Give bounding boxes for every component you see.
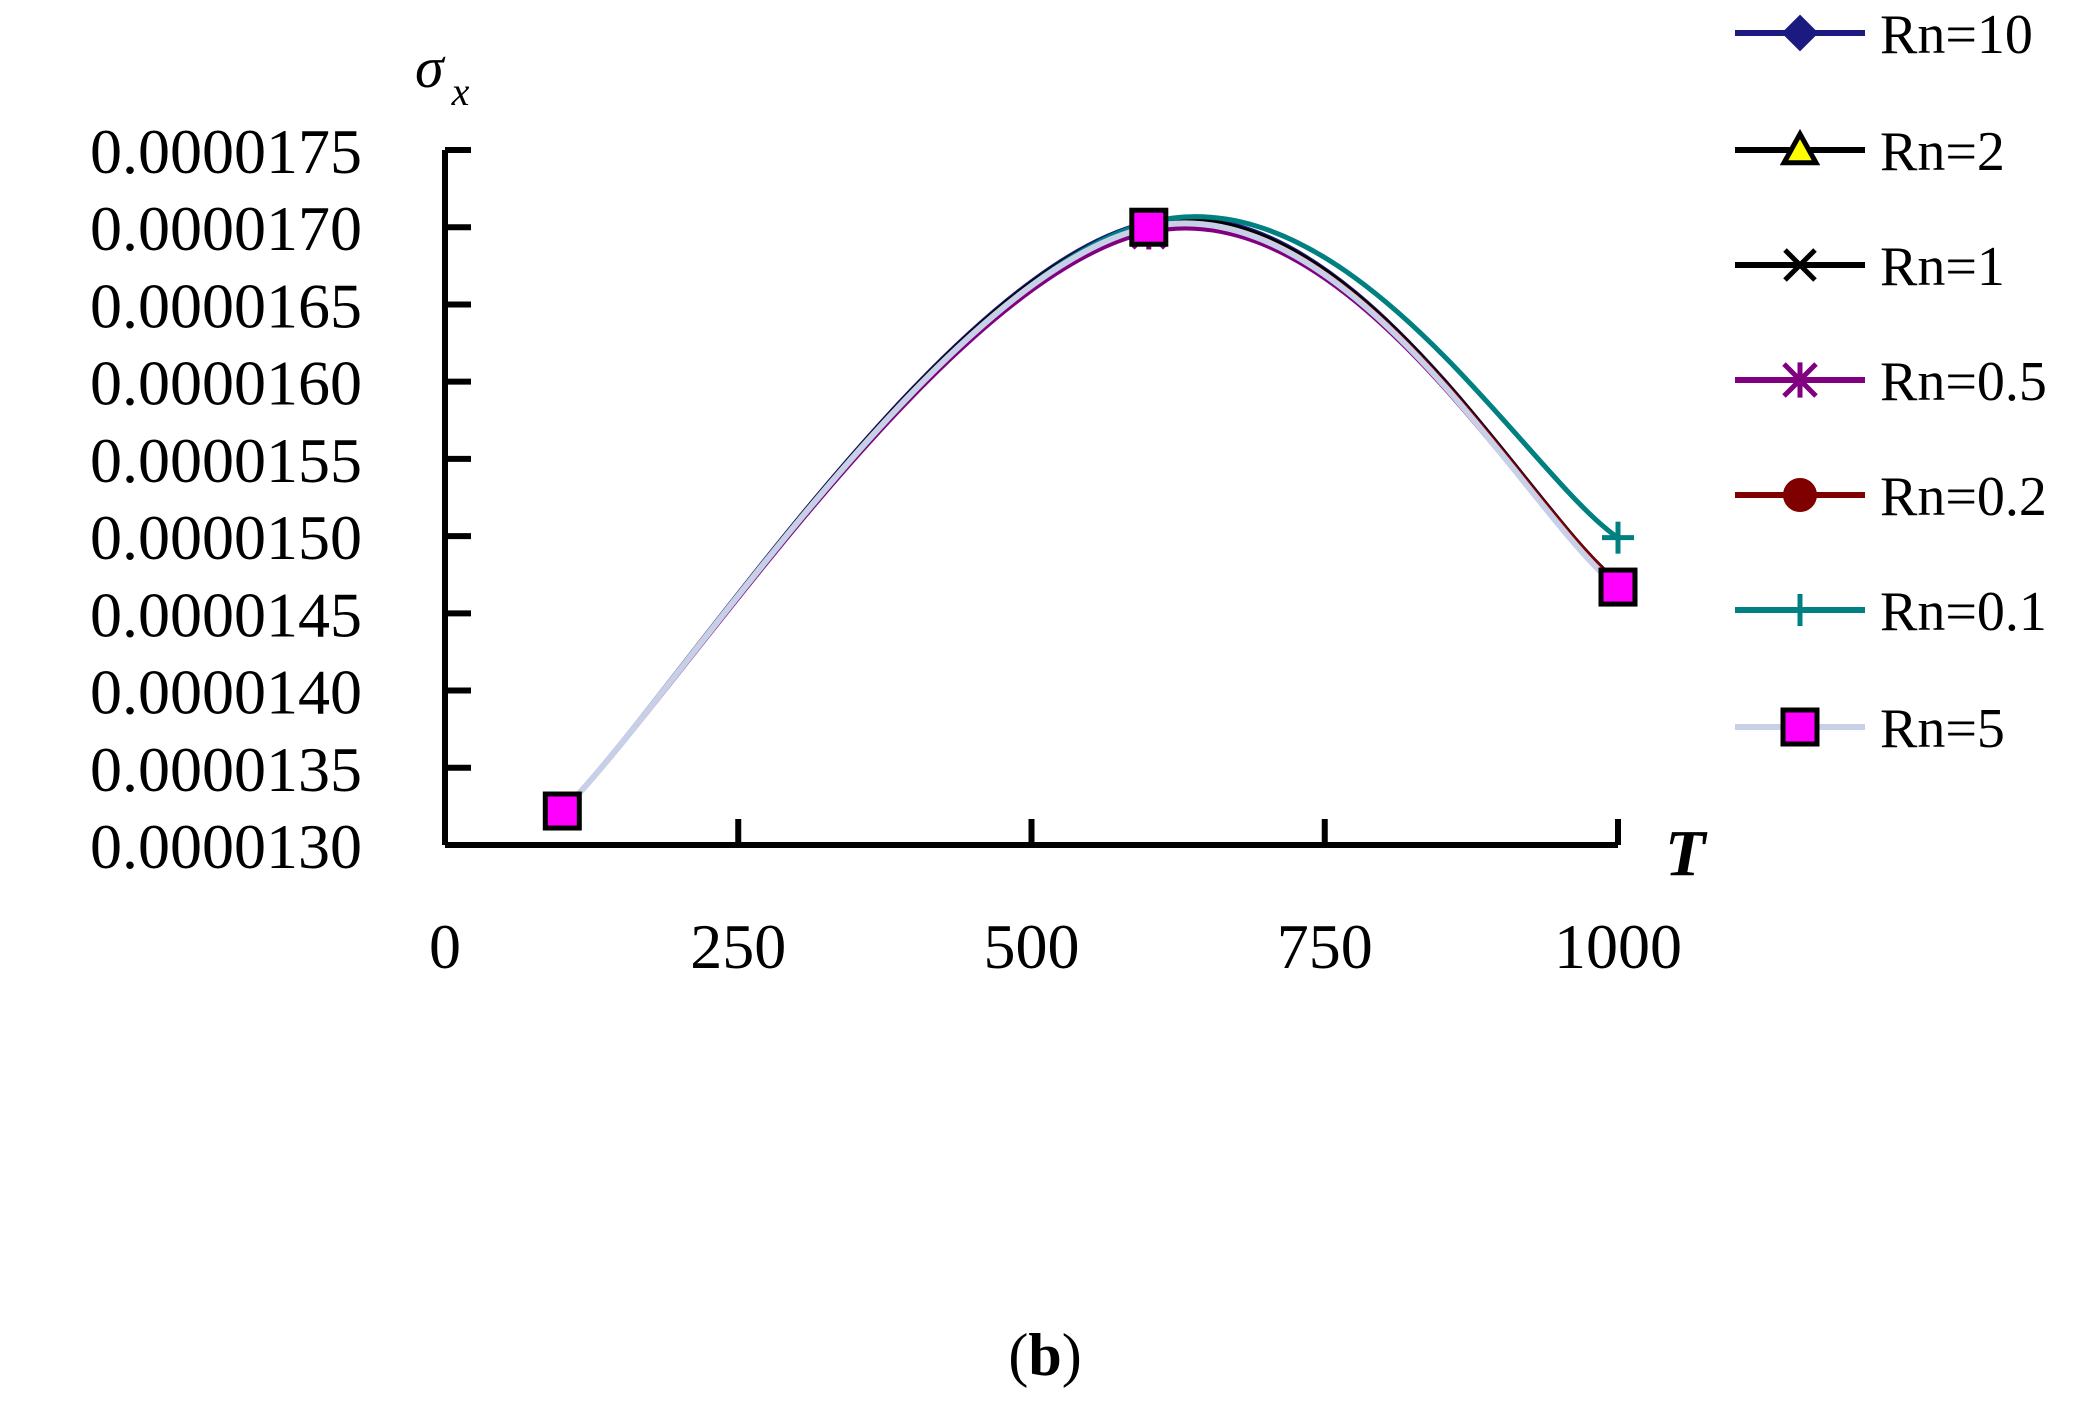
figure-caption: (b) bbox=[1008, 1322, 1081, 1388]
legend-marker-3 bbox=[1782, 362, 1818, 398]
series-line-2 bbox=[560, 219, 1620, 813]
legend-item-0: Rn=10 bbox=[1735, 4, 2033, 66]
y-axis-label-main: σ bbox=[415, 35, 446, 100]
legend-label-0: Rn=10 bbox=[1880, 4, 2033, 66]
series-line-6 bbox=[560, 220, 1620, 814]
legend-marker-4 bbox=[1783, 478, 1817, 512]
x-axis-label: T bbox=[1665, 817, 1708, 890]
y-tick-label-2: 0.0000140 bbox=[90, 657, 362, 728]
legend-label-1: Rn=2 bbox=[1880, 121, 2005, 183]
x-tick-label-3: 750 bbox=[1277, 911, 1373, 982]
figure-caption-letter: b bbox=[1028, 1322, 1061, 1388]
legend-label-5: Rn=0.1 bbox=[1880, 581, 2047, 643]
y-axis-label-subscript: x bbox=[451, 69, 470, 114]
legend-marker-1 bbox=[1779, 128, 1821, 166]
series-6-point-0 bbox=[542, 791, 582, 831]
series-line-5 bbox=[560, 214, 1620, 813]
y-tick-label-1: 0.0000135 bbox=[90, 734, 362, 805]
legend-marker-2 bbox=[1783, 248, 1817, 282]
series-5-point-2 bbox=[1602, 521, 1634, 554]
legend-item-1: Rn=2 bbox=[1735, 121, 2005, 183]
series-lines bbox=[560, 214, 1620, 814]
legend-label-3: Rn=0.5 bbox=[1880, 351, 2047, 413]
legend-item-2: Rn=1 bbox=[1735, 236, 2005, 298]
x-tick-label-2: 500 bbox=[984, 911, 1080, 982]
legend: Rn=10 Rn=2 Rn=1 Rn=0.5 Rn=0.2 Rn=0.1 Rn=5 bbox=[1735, 4, 2047, 760]
series-6-point-1 bbox=[1129, 207, 1169, 247]
x-tick-label-1: 250 bbox=[690, 911, 786, 982]
legend-item-5: Rn=0.1 bbox=[1735, 581, 2047, 643]
legend-marker-5 bbox=[1784, 594, 1816, 626]
series-line-0 bbox=[560, 216, 1620, 813]
series-line-1 bbox=[560, 217, 1620, 813]
y-tick-label-7: 0.0000165 bbox=[90, 270, 362, 341]
y-tick-label-0: 0.0000130 bbox=[90, 811, 362, 882]
legend-item-6: Rn=5 bbox=[1735, 698, 2005, 760]
y-tick-label-5: 0.0000155 bbox=[90, 425, 362, 496]
legend-label-2: Rn=1 bbox=[1880, 236, 2005, 298]
y-tick-label-9: 0.0000175 bbox=[90, 116, 362, 187]
x-tick-label-0: 0 bbox=[429, 911, 461, 982]
tick-labels: 0.00001300.00001350.00001400.00001450.00… bbox=[90, 116, 1682, 982]
y-tick-label-4: 0.0000150 bbox=[90, 502, 362, 573]
axes bbox=[442, 147, 1621, 848]
legend-marker-6 bbox=[1780, 707, 1820, 747]
x-tick-label-4: 1000 bbox=[1554, 911, 1682, 982]
legend-label-6: Rn=5 bbox=[1880, 698, 2005, 760]
legend-item-3: Rn=0.5 bbox=[1735, 351, 2047, 413]
series-6-point-2 bbox=[1598, 567, 1638, 607]
series-markers bbox=[542, 207, 1638, 831]
series-line-3 bbox=[560, 225, 1620, 813]
legend-marker-0 bbox=[1781, 14, 1819, 52]
y-tick-label-6: 0.0000160 bbox=[90, 348, 362, 419]
y-tick-label-3: 0.0000145 bbox=[90, 579, 362, 650]
legend-label-4: Rn=0.2 bbox=[1880, 466, 2047, 528]
series-line-4 bbox=[560, 220, 1620, 813]
legend-item-4: Rn=0.2 bbox=[1735, 466, 2047, 528]
y-tick-label-8: 0.0000170 bbox=[90, 193, 362, 264]
